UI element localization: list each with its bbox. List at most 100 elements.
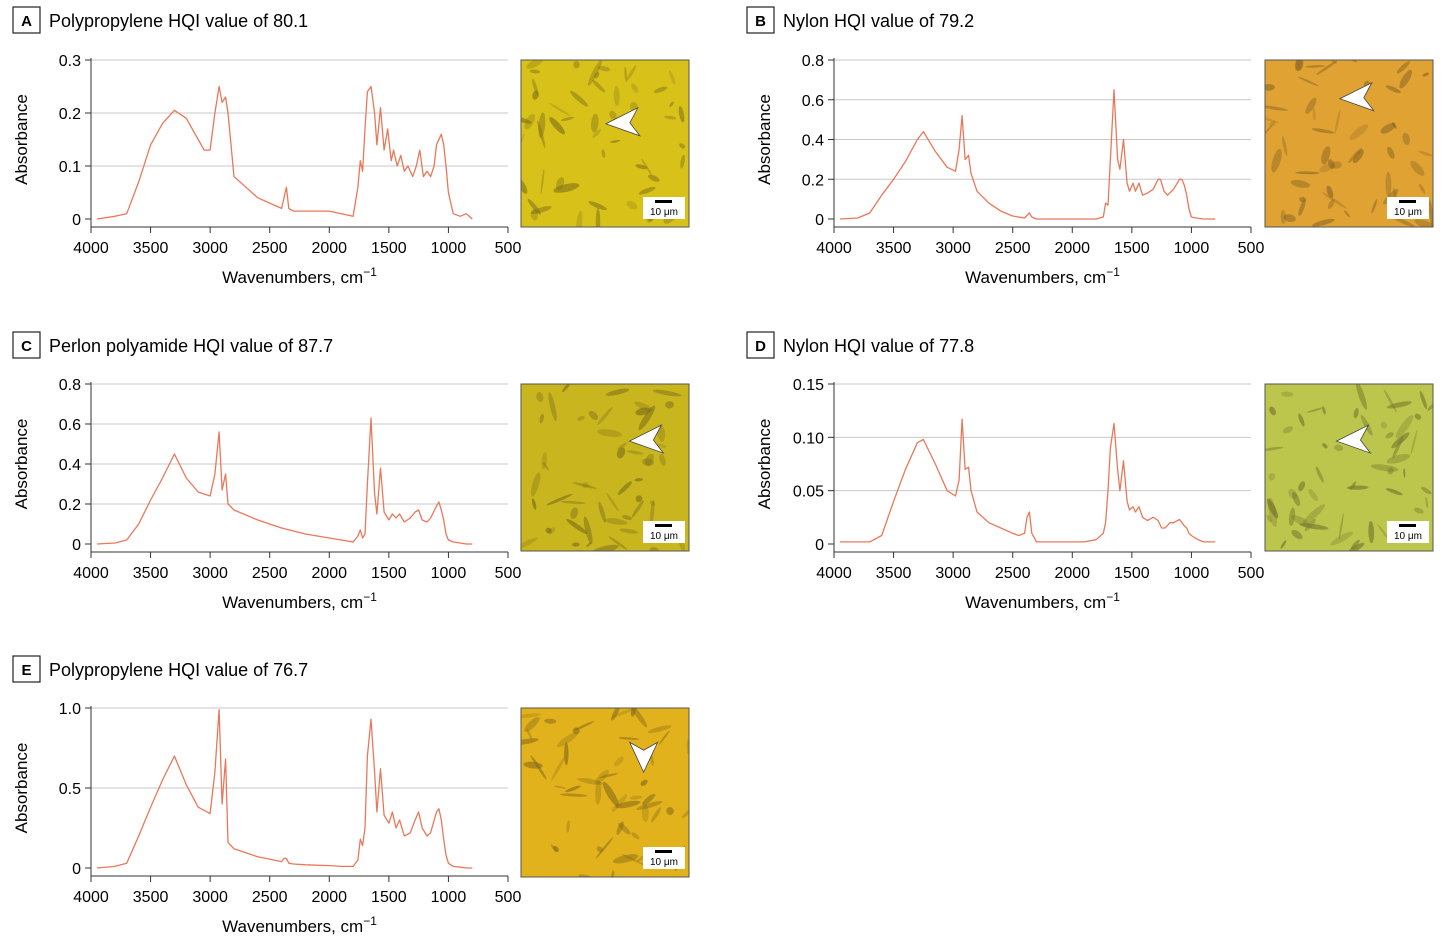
micrograph-speck [1413,507,1424,514]
micrograph-speck [658,730,670,745]
x-tick-label: 3000 [935,240,971,257]
x-tick-label: 4000 [73,240,109,257]
micrograph-speck [611,870,615,877]
micrograph-speck [652,389,682,397]
y-tick-label: 0.6 [59,417,81,434]
micrograph-speck [1368,521,1375,544]
x-tick-label: 2000 [1054,565,1090,582]
micrograph-speck [1322,406,1326,415]
micrograph-speck [531,498,537,510]
panel-d: D Nylon HQI value of 77.8 0 0.05 0.10 0.15 400… [746,331,1434,612]
micrograph-speck [1299,523,1329,530]
panel-e: E Polypropylene HQI value of 76.7 0 0.5 1.0 4… [12,655,690,936]
micrograph-speck [629,795,643,800]
x-axis-label-exponent: −1 [363,590,377,604]
x-tick-label: 1000 [431,889,467,906]
x-tick-label: 500 [495,889,522,906]
micrograph-speck [1308,488,1319,502]
micrograph-speck [1330,531,1354,546]
micrograph-speck [1370,464,1399,472]
micrograph-speck [649,500,655,507]
micrograph-speck [1265,105,1288,111]
scale-bar [655,850,672,853]
micrograph-speck [618,737,640,740]
micrograph-speck [651,807,662,823]
micrograph-speck [1419,390,1428,410]
micrograph-speck [1312,218,1335,227]
micrograph-speck [1348,147,1363,164]
micrograph-speck [1346,485,1369,490]
micrograph-speck [1268,473,1276,481]
micrograph-speck [1421,486,1432,495]
x-tick-label: 3000 [192,889,228,906]
y-tick-label: 0.8 [802,53,824,70]
micrograph-speck [1334,444,1344,451]
x-tick-label: 3500 [133,565,169,582]
micrograph-speck [1299,196,1307,203]
micrograph-speck [617,481,632,496]
x-tick-label: 500 [1238,565,1265,582]
micrograph-speck [529,69,541,74]
spectrum-line [96,708,473,869]
micrograph-speck [537,120,546,149]
micrograph-speck [1399,69,1412,89]
micrograph-speck [631,832,640,840]
micrograph-speck [1280,540,1287,549]
micrograph-speck [1291,515,1309,526]
micrograph-speck [530,208,539,221]
micrograph-speck [1355,384,1367,410]
micrograph-speck [1327,159,1335,170]
micrograph-speck [576,210,583,227]
scale-bar-box [1387,197,1429,219]
micrograph-speck [1380,421,1388,429]
micrograph-speck [530,472,541,497]
micrograph-speck [536,392,544,403]
micrograph-speck [595,207,601,227]
micrograph-speck [577,777,603,785]
micrograph-speck [1346,542,1365,551]
micrograph-speck [656,443,667,448]
micrograph-speck [1392,435,1404,459]
micrograph-speck [530,206,552,215]
panel-title: Nylon HQI value of 79.2 [783,11,974,31]
micrograph-frame [520,707,690,878]
spectrum-line [840,418,1216,543]
panel-letter: C [21,338,32,355]
micrograph-speck [1418,150,1433,157]
y-tick-label: 0 [815,537,824,554]
micrograph-speck [1315,466,1324,483]
micrograph-speck [1269,406,1276,416]
micrograph-speck [526,60,544,69]
micrograph-speck [1297,76,1319,87]
micrograph-speck [1402,132,1410,146]
arrowhead-icon [628,741,659,774]
micrograph-speck [1283,214,1296,223]
micrograph-speck [521,178,528,194]
micrograph-speck [1331,161,1342,169]
micrograph-speck [1265,125,1273,138]
micrograph-speck [630,708,648,728]
micrograph-speck [1352,149,1364,164]
panel-letter: B [755,13,766,30]
micrograph-speck [686,739,689,755]
micrograph-speck [1385,171,1392,197]
micrograph-speck [634,478,643,482]
y-tick-label: 0.6 [802,93,824,110]
micrograph-speck [638,405,656,431]
micrograph-image: 10 μm [520,707,690,878]
micrograph-speck [627,450,644,455]
micrograph-speck [527,198,541,215]
micrograph-speck [1291,529,1303,540]
scale-bar-label: 10 μm [650,531,678,542]
micrograph-speck [597,429,623,438]
micrograph-speck [604,518,628,525]
arrowhead-icon [1338,81,1375,112]
micrograph-speck [626,65,637,81]
micrograph-speck [613,85,620,106]
micrograph-speck [605,388,630,396]
panel-a: A Polypropylene HQI value of 80.1 0 0.1 0.2 0… [12,6,690,287]
x-tick-label: 3000 [192,240,228,257]
panel-b: B Nylon HQI value of 79.2 0 0.2 0.4 0.6 0.8 400… [746,6,1434,287]
micrograph-speck [1282,135,1288,156]
y-axis-label: Absorbance [755,94,774,185]
